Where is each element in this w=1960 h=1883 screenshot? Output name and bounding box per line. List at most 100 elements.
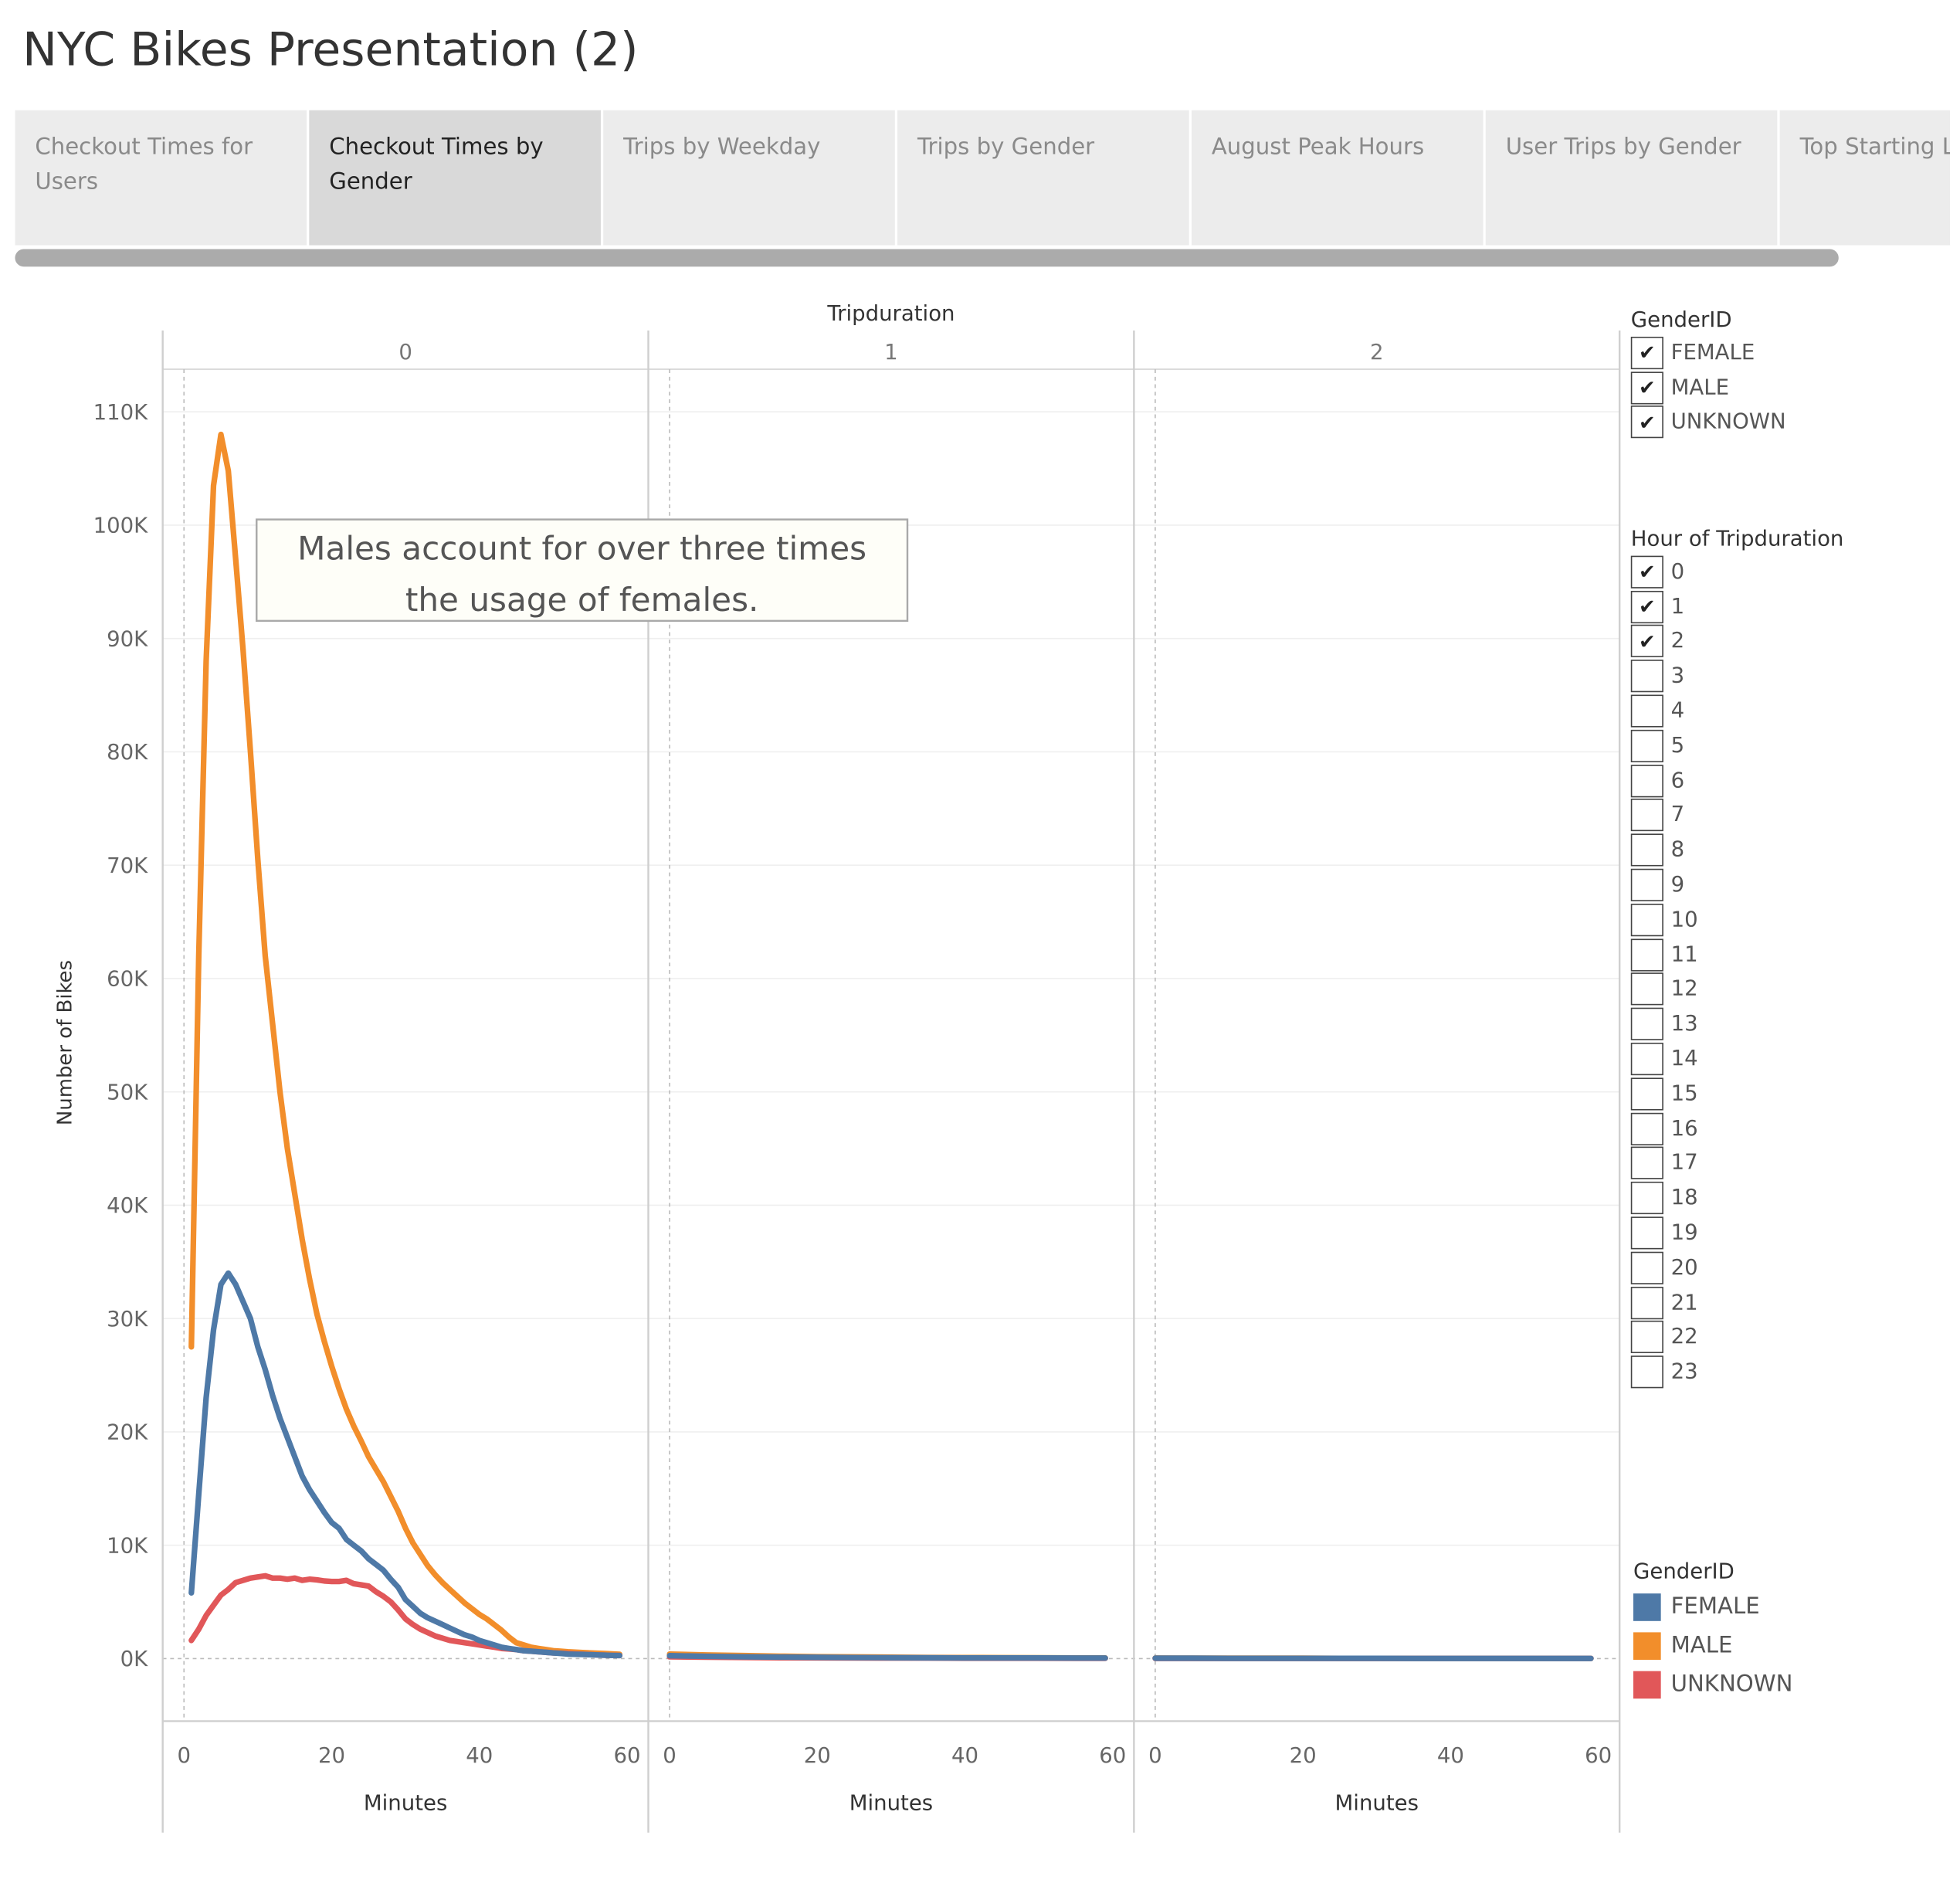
hour-filter-option-15[interactable]: 15 (1631, 1077, 1844, 1111)
hour-filter-option-label: 11 (1671, 942, 1698, 967)
gender-filter-option-unknown[interactable]: ✔UNKNOWN (1631, 405, 1786, 439)
hour-filter-option-16[interactable]: 16 (1631, 1111, 1844, 1146)
checkbox-unchecked-icon[interactable] (1631, 1356, 1663, 1389)
hour-filter-option-label: 23 (1671, 1359, 1698, 1384)
hour-filter-option-label: 22 (1671, 1325, 1698, 1349)
y-tick-label: 40K (107, 1193, 148, 1218)
checkbox-unchecked-icon[interactable] (1631, 1286, 1663, 1318)
hour-filter-option-label: 19 (1671, 1220, 1698, 1245)
hour-filter-option-label: 21 (1671, 1290, 1698, 1315)
checkbox-unchecked-icon[interactable] (1631, 834, 1663, 867)
checkbox-checked-icon[interactable]: ✔ (1631, 337, 1663, 369)
hour-filter-option-label: 9 (1671, 873, 1685, 897)
hour-filter-option-11[interactable]: 11 (1631, 938, 1844, 972)
gender-filter-option-label: FEMALE (1671, 341, 1755, 365)
hour-filter-option-label: 6 (1671, 768, 1685, 793)
legend-item-female[interactable]: FEMALE (1633, 1587, 1792, 1626)
y-tick-label: 10K (107, 1533, 148, 1558)
checkbox-unchecked-icon[interactable] (1631, 1147, 1663, 1179)
hour-filter-option-label: 20 (1671, 1255, 1698, 1280)
checkbox-unchecked-icon[interactable] (1631, 730, 1663, 762)
series-line-female-panel-0 (192, 1273, 620, 1655)
hour-filter-option-19[interactable]: 19 (1631, 1216, 1844, 1250)
line-chart: Tripduration0K10K20K30K40K50K60K70K80K90… (0, 0, 1627, 1883)
checkbox-unchecked-icon[interactable] (1631, 1251, 1663, 1284)
checkbox-checked-icon[interactable]: ✔ (1631, 406, 1663, 439)
hour-filter-option-7[interactable]: 7 (1631, 798, 1844, 833)
legend-item-male[interactable]: MALE (1633, 1626, 1792, 1664)
x-tick-label: 0 (1148, 1743, 1162, 1768)
hour-filter-option-label: 18 (1671, 1186, 1698, 1210)
checkbox-checked-icon[interactable]: ✔ (1631, 555, 1663, 588)
hour-filter-option-2[interactable]: ✔2 (1631, 624, 1844, 659)
checkbox-unchecked-icon[interactable] (1631, 765, 1663, 797)
panel-header-label: 2 (1370, 340, 1384, 365)
y-tick-label: 100K (93, 514, 149, 538)
hour-filter-option-21[interactable]: 21 (1631, 1285, 1844, 1320)
hour-filter-option-1[interactable]: ✔1 (1631, 589, 1844, 624)
checkbox-unchecked-icon[interactable] (1631, 973, 1663, 1006)
checkbox-unchecked-icon[interactable] (1631, 1008, 1663, 1040)
hour-filter-option-label: 2 (1671, 629, 1685, 653)
hour-filter-option-5[interactable]: 5 (1631, 728, 1844, 763)
checkbox-unchecked-icon[interactable] (1631, 1216, 1663, 1249)
hour-filter-option-3[interactable]: 3 (1631, 659, 1844, 694)
checkbox-unchecked-icon[interactable] (1631, 938, 1663, 971)
y-tick-label: 30K (107, 1307, 148, 1332)
hour-filter-option-14[interactable]: 14 (1631, 1042, 1844, 1077)
checkbox-unchecked-icon[interactable] (1631, 1077, 1663, 1110)
y-tick-label: 20K (107, 1420, 148, 1445)
checkbox-unchecked-icon[interactable] (1631, 1043, 1663, 1075)
hour-filter-option-0[interactable]: ✔0 (1631, 555, 1844, 589)
checkbox-checked-icon[interactable]: ✔ (1631, 626, 1663, 658)
y-axis-title: Number of Bikes (53, 960, 76, 1125)
hour-filter-option-13[interactable]: 13 (1631, 1007, 1844, 1042)
hour-filter-option-17[interactable]: 17 (1631, 1146, 1844, 1181)
hour-filter-option-22[interactable]: 22 (1631, 1320, 1844, 1355)
checkbox-unchecked-icon[interactable] (1631, 799, 1663, 832)
hour-filter-option-4[interactable]: 4 (1631, 694, 1844, 728)
gender-filter-option-label: MALE (1671, 375, 1729, 400)
gender-filter-title: GenderID (1631, 305, 1786, 335)
hour-filter-option-10[interactable]: 10 (1631, 902, 1844, 937)
hour-filter-option-23[interactable]: 23 (1631, 1355, 1844, 1389)
tab-top-starting-locations[interactable]: Top Starting Locations (1780, 110, 1950, 246)
checkbox-checked-icon[interactable]: ✔ (1631, 372, 1663, 404)
x-tick-label: 0 (177, 1743, 191, 1768)
x-tick-label: 60 (1099, 1743, 1126, 1768)
hour-filter-title: Hour of Tripduration (1631, 524, 1844, 555)
checkbox-checked-icon[interactable]: ✔ (1631, 590, 1663, 623)
series-line-unknown-panel-0 (192, 1576, 620, 1655)
legend-item-unknown[interactable]: UNKNOWN (1633, 1665, 1792, 1704)
color-legend-title: GenderID (1633, 1557, 1792, 1587)
hour-filter-option-label: 12 (1671, 977, 1698, 1002)
checkbox-unchecked-icon[interactable] (1631, 660, 1663, 693)
hour-filter-option-label: 10 (1671, 908, 1698, 932)
x-axis-title: Minutes (364, 1791, 447, 1816)
checkbox-unchecked-icon[interactable] (1631, 1321, 1663, 1354)
x-tick-label: 20 (804, 1743, 831, 1768)
gender-filter-option-male[interactable]: ✔ MALE (1631, 370, 1786, 405)
hour-filter-option-12[interactable]: 12 (1631, 972, 1844, 1007)
y-tick-label: 70K (107, 853, 148, 878)
hour-filter-option-label: 1 (1671, 594, 1685, 619)
checkbox-unchecked-icon[interactable] (1631, 869, 1663, 901)
panel-header-label: 1 (884, 340, 898, 365)
checkbox-unchecked-icon[interactable] (1631, 695, 1663, 728)
x-tick-label: 40 (1437, 1743, 1464, 1768)
checkbox-unchecked-icon[interactable] (1631, 1112, 1663, 1145)
checkbox-unchecked-icon[interactable] (1631, 904, 1663, 936)
hour-filter-option-label: 15 (1671, 1081, 1698, 1106)
checkbox-unchecked-icon[interactable] (1631, 1182, 1663, 1214)
hour-filter-option-18[interactable]: 18 (1631, 1181, 1844, 1216)
gender-filter-option-female[interactable]: ✔ FEMALE (1631, 335, 1786, 370)
hour-filter-option-label: 4 (1671, 698, 1685, 723)
hour-filter-option-9[interactable]: 9 (1631, 867, 1844, 902)
hour-filter-option-20[interactable]: 20 (1631, 1250, 1844, 1285)
hour-filter-option-label: 14 (1671, 1047, 1698, 1071)
hour-filter-option-8[interactable]: 8 (1631, 833, 1844, 867)
column-header-title: Tripduration (826, 301, 955, 326)
hour-filter-option-6[interactable]: 6 (1631, 763, 1844, 798)
